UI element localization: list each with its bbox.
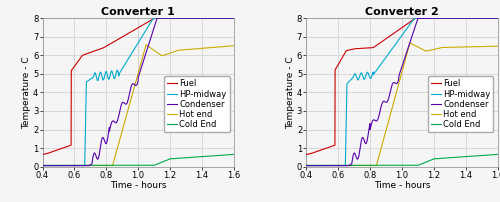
- Y-axis label: Temperature - C: Temperature - C: [286, 56, 296, 129]
- Legend: Fuel, HP-midway, Condenser, Hot end, Cold End: Fuel, HP-midway, Condenser, Hot end, Col…: [428, 76, 494, 132]
- Title: Converter 2: Converter 2: [365, 7, 439, 17]
- X-axis label: Time - hours: Time - hours: [110, 181, 166, 190]
- Legend: Fuel, HP-midway, Condenser, Hot end, Cold End: Fuel, HP-midway, Condenser, Hot end, Col…: [164, 76, 230, 132]
- Title: Converter 1: Converter 1: [101, 7, 175, 17]
- X-axis label: Time - hours: Time - hours: [374, 181, 430, 190]
- Y-axis label: Temperature - C: Temperature - C: [22, 56, 32, 129]
